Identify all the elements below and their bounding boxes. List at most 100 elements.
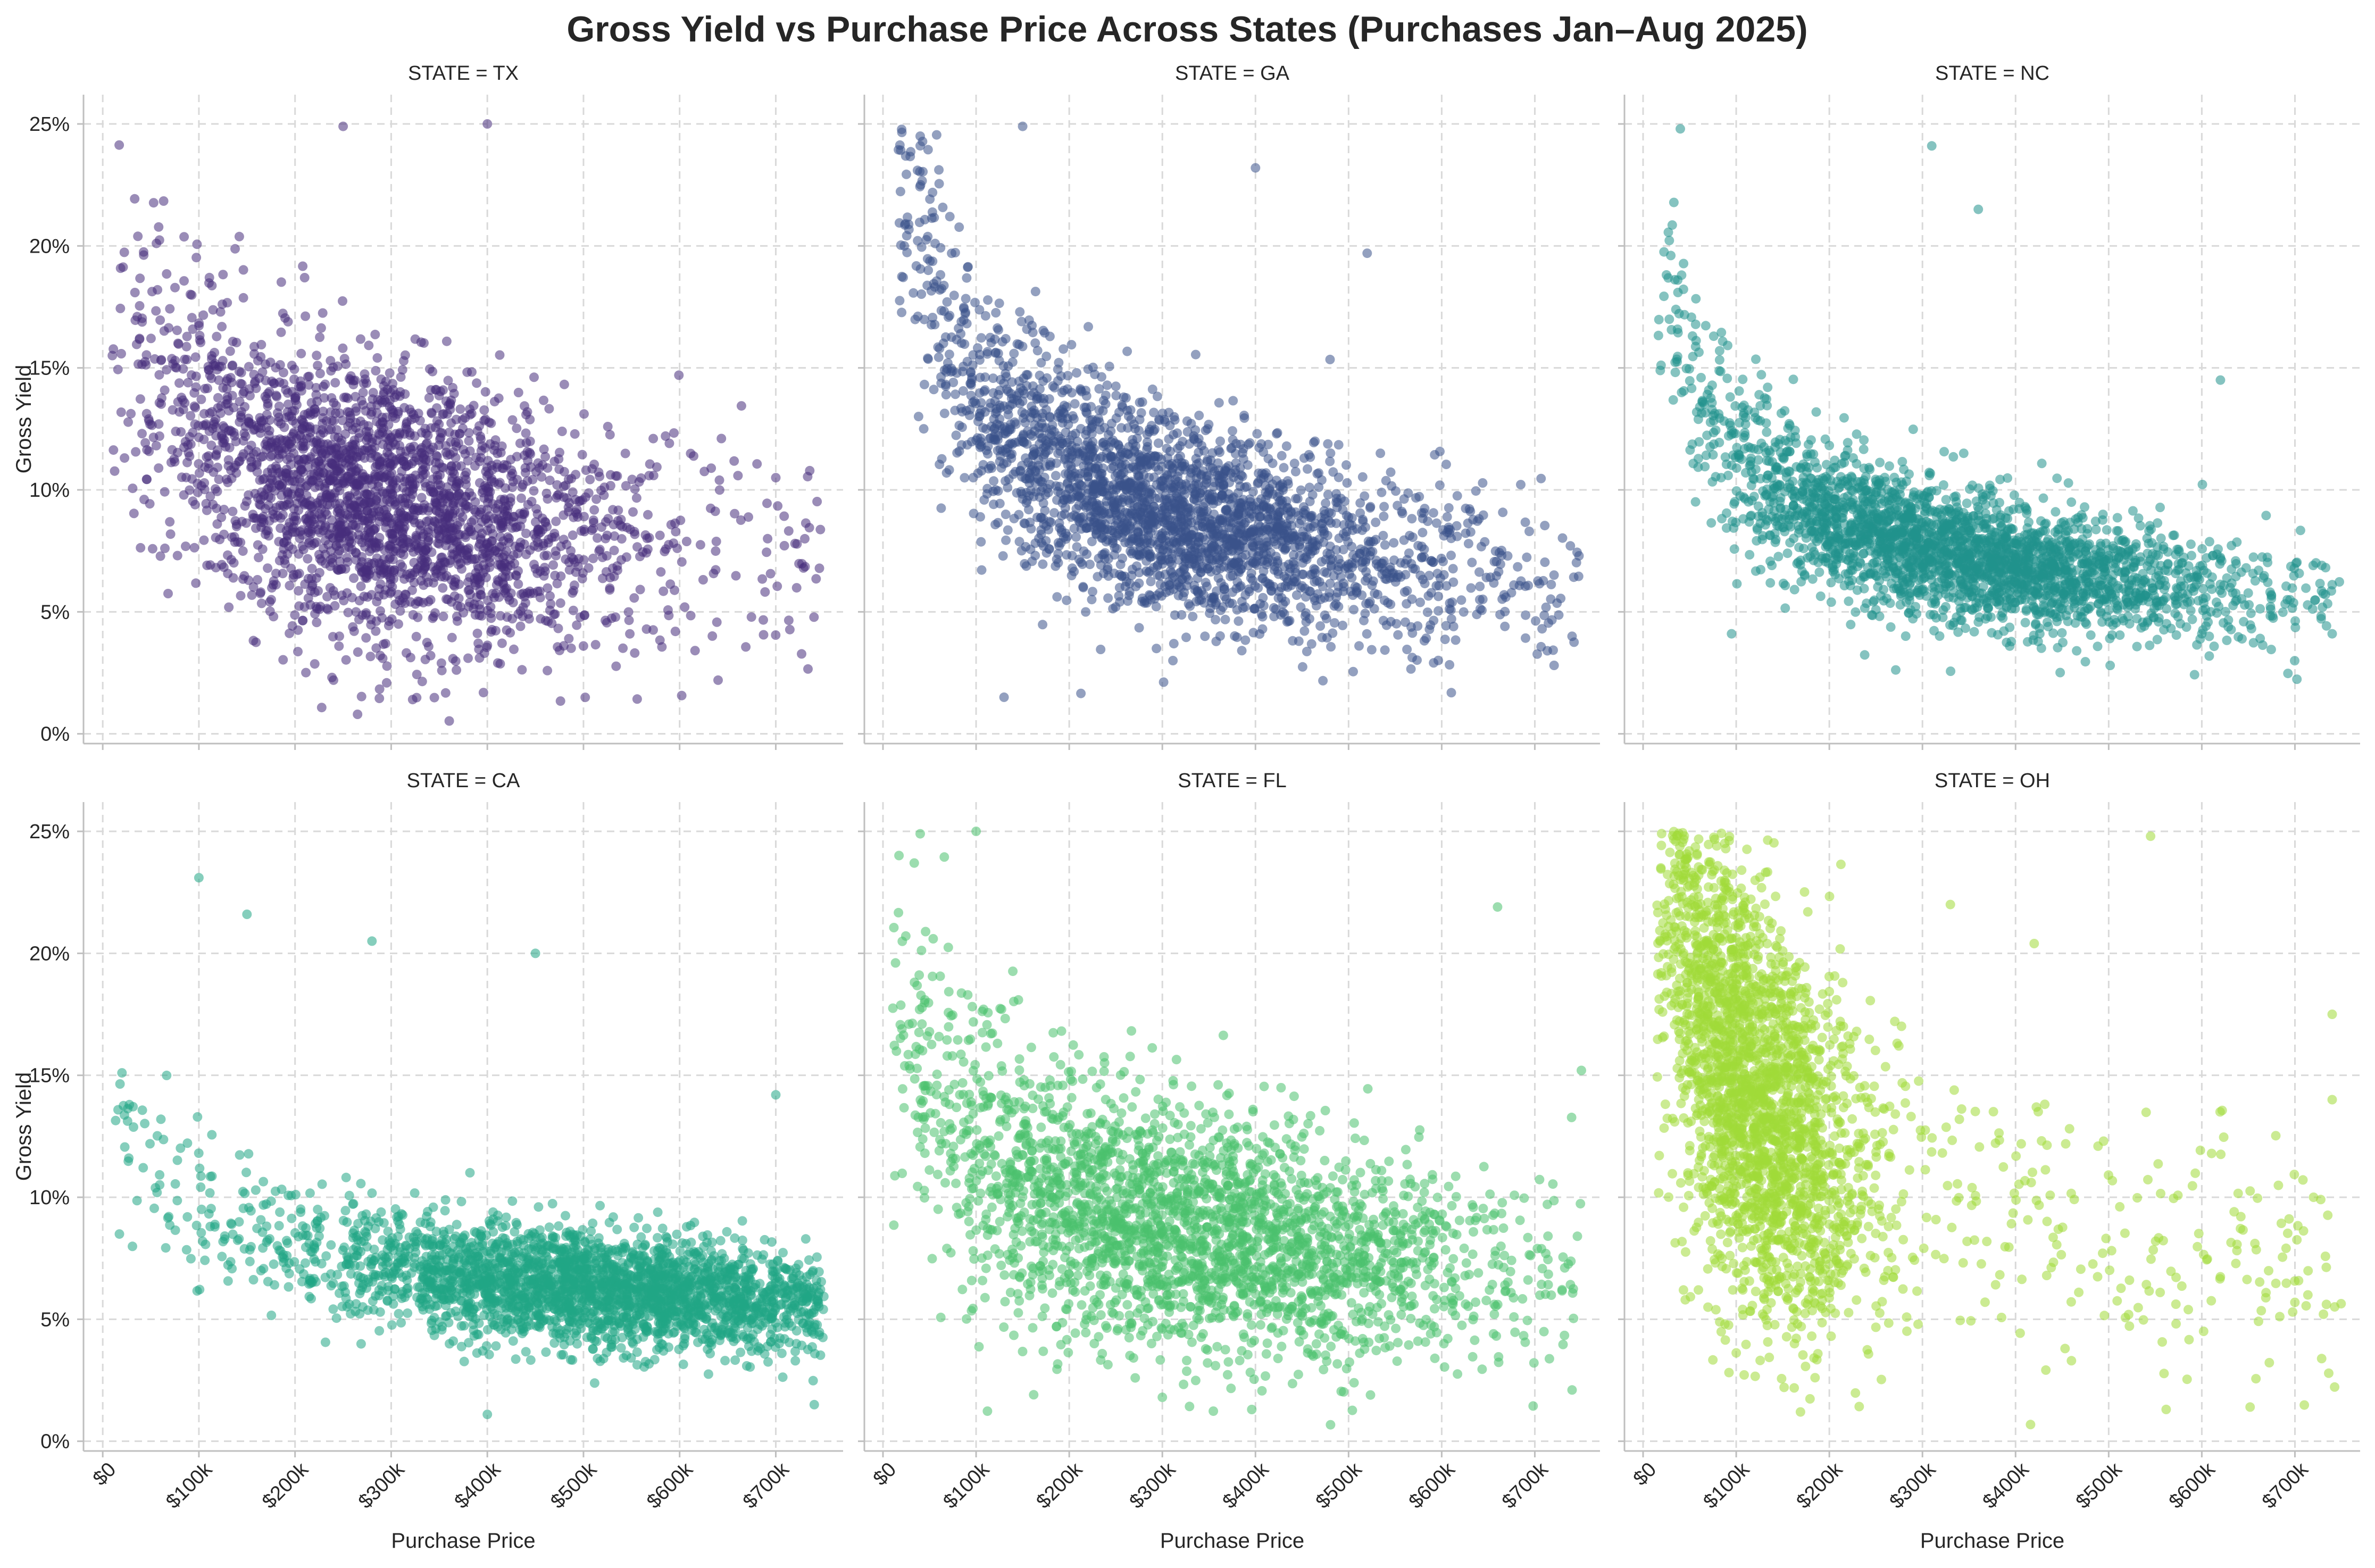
- data-point: [248, 636, 259, 646]
- data-point: [661, 544, 671, 554]
- data-point: [1129, 419, 1139, 429]
- data-point: [403, 460, 413, 470]
- data-point: [271, 503, 281, 513]
- data-point: [731, 571, 741, 581]
- data-point: [1389, 538, 1399, 548]
- data-point: [272, 391, 282, 402]
- data-point: [954, 420, 964, 430]
- data-point: [246, 456, 256, 466]
- data-point: [1536, 473, 1546, 483]
- data-point: [135, 273, 145, 283]
- data-point: [226, 555, 236, 565]
- data-point: [1152, 644, 1162, 654]
- data-point: [1334, 533, 1344, 543]
- data-point: [993, 323, 1003, 333]
- data-point: [1243, 439, 1253, 449]
- data-point: [1377, 487, 1387, 497]
- data-point: [1206, 567, 1216, 577]
- data-point: [186, 411, 196, 421]
- data-point: [178, 364, 188, 374]
- data-point: [613, 505, 623, 515]
- data-point: [544, 404, 554, 414]
- y-tick-label: 0%: [40, 723, 70, 746]
- data-point: [1003, 525, 1013, 535]
- data-point: [294, 569, 304, 579]
- data-point: [1239, 411, 1249, 421]
- data-point: [549, 610, 559, 620]
- data-point: [318, 308, 328, 318]
- data-point: [509, 512, 519, 522]
- facets-grid: STATE = TX0%5%10%15%20%25%Gross YieldSTA…: [12, 62, 2360, 1553]
- data-point: [182, 355, 192, 365]
- data-point: [1347, 562, 1357, 572]
- data-point: [285, 581, 295, 590]
- data-point: [928, 187, 938, 197]
- data-point: [998, 551, 1008, 561]
- data-point: [244, 416, 254, 427]
- data-point: [1054, 357, 1064, 368]
- data-point: [588, 524, 598, 534]
- data-point: [1118, 402, 1128, 412]
- data-point: [438, 583, 448, 593]
- data-point: [1471, 486, 1481, 496]
- data-point: [809, 612, 819, 622]
- data-point: [1155, 571, 1165, 581]
- data-point: [566, 643, 576, 653]
- data-point: [1415, 570, 1426, 580]
- data-point: [941, 468, 952, 478]
- data-point: [574, 496, 584, 506]
- data-point: [1277, 451, 1287, 461]
- data-point: [525, 545, 535, 555]
- data-point: [1178, 496, 1188, 506]
- data-point: [424, 393, 434, 403]
- data-point: [524, 448, 535, 457]
- data-point: [1415, 597, 1425, 607]
- data-point: [1342, 478, 1352, 488]
- data-point: [1325, 354, 1335, 364]
- data-point: [525, 589, 535, 599]
- data-point: [273, 416, 284, 427]
- data-point: [139, 247, 148, 257]
- data-point: [259, 473, 269, 483]
- data-point: [370, 329, 380, 339]
- data-point: [1007, 449, 1017, 459]
- data-point: [954, 222, 964, 232]
- data-point: [993, 445, 1003, 455]
- data-point: [611, 661, 621, 671]
- data-point: [440, 527, 450, 537]
- data-point: [331, 401, 341, 411]
- data-point: [994, 298, 1004, 308]
- data-point: [1431, 518, 1441, 528]
- data-point: [681, 537, 691, 546]
- data-point: [947, 332, 956, 342]
- data-point: [603, 422, 613, 431]
- data-point: [293, 625, 303, 635]
- scatter-points: [107, 119, 826, 726]
- data-point: [311, 438, 321, 448]
- data-point: [276, 513, 286, 523]
- data-point: [529, 372, 539, 382]
- data-point: [1001, 369, 1011, 379]
- data-point: [478, 688, 488, 698]
- data-point: [203, 383, 212, 394]
- data-point: [206, 440, 216, 451]
- data-point: [771, 630, 781, 640]
- data-point: [625, 629, 635, 639]
- data-point: [456, 564, 466, 574]
- data-point: [349, 460, 359, 470]
- data-point: [779, 511, 789, 521]
- data-point: [163, 589, 173, 598]
- data-point: [539, 395, 548, 405]
- data-point: [304, 380, 314, 390]
- data-point: [287, 412, 296, 422]
- data-point: [1001, 535, 1011, 545]
- data-point: [387, 534, 397, 544]
- data-point: [1127, 564, 1137, 574]
- data-point: [1108, 604, 1118, 614]
- data-point: [198, 310, 209, 320]
- data-point: [513, 609, 523, 619]
- data-point: [1066, 340, 1077, 350]
- data-point: [241, 496, 252, 506]
- data-point: [707, 631, 718, 641]
- data-point: [543, 583, 553, 593]
